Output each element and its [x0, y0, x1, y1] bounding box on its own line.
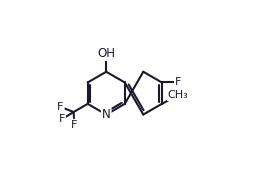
Text: F: F — [59, 114, 65, 124]
Text: F: F — [71, 120, 78, 130]
Text: CH₃: CH₃ — [168, 90, 188, 100]
Text: F: F — [57, 102, 64, 112]
Text: OH: OH — [97, 47, 115, 60]
Text: F: F — [175, 78, 181, 87]
Text: N: N — [102, 108, 111, 121]
